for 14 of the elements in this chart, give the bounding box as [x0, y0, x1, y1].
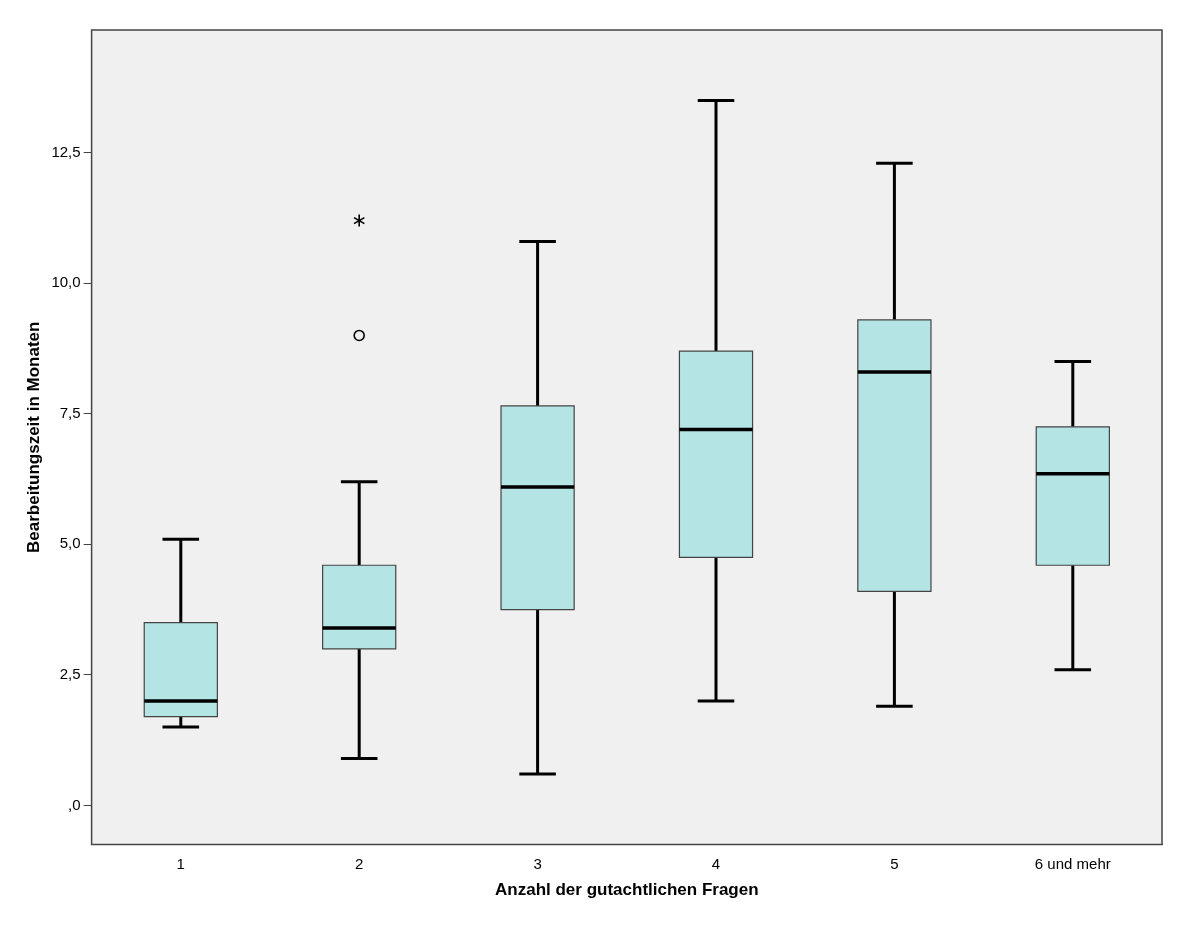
y-axis-title: Bearbeitungszeit in Monaten: [23, 321, 43, 554]
x-tick-label: 1: [176, 854, 185, 872]
x-axis-title: Anzahl der gutachtlichen Fragen: [495, 880, 759, 900]
x-tick-label: 6 und mehr: [1034, 854, 1111, 872]
y-tick-label: 5,0: [59, 534, 81, 552]
x-tick-label: 4: [711, 854, 721, 872]
y-tick-label: 12,5: [51, 142, 81, 160]
x-tick-label: 3: [533, 854, 542, 872]
x-tick-label: 2: [355, 854, 364, 872]
y-tick-label: 10,0: [51, 273, 81, 291]
y-tick-label: 2,5: [59, 665, 81, 683]
y-tick-label: 7,5: [59, 403, 81, 421]
y-tick-label: ,0: [68, 795, 81, 813]
x-tick-label: 5: [890, 854, 899, 872]
